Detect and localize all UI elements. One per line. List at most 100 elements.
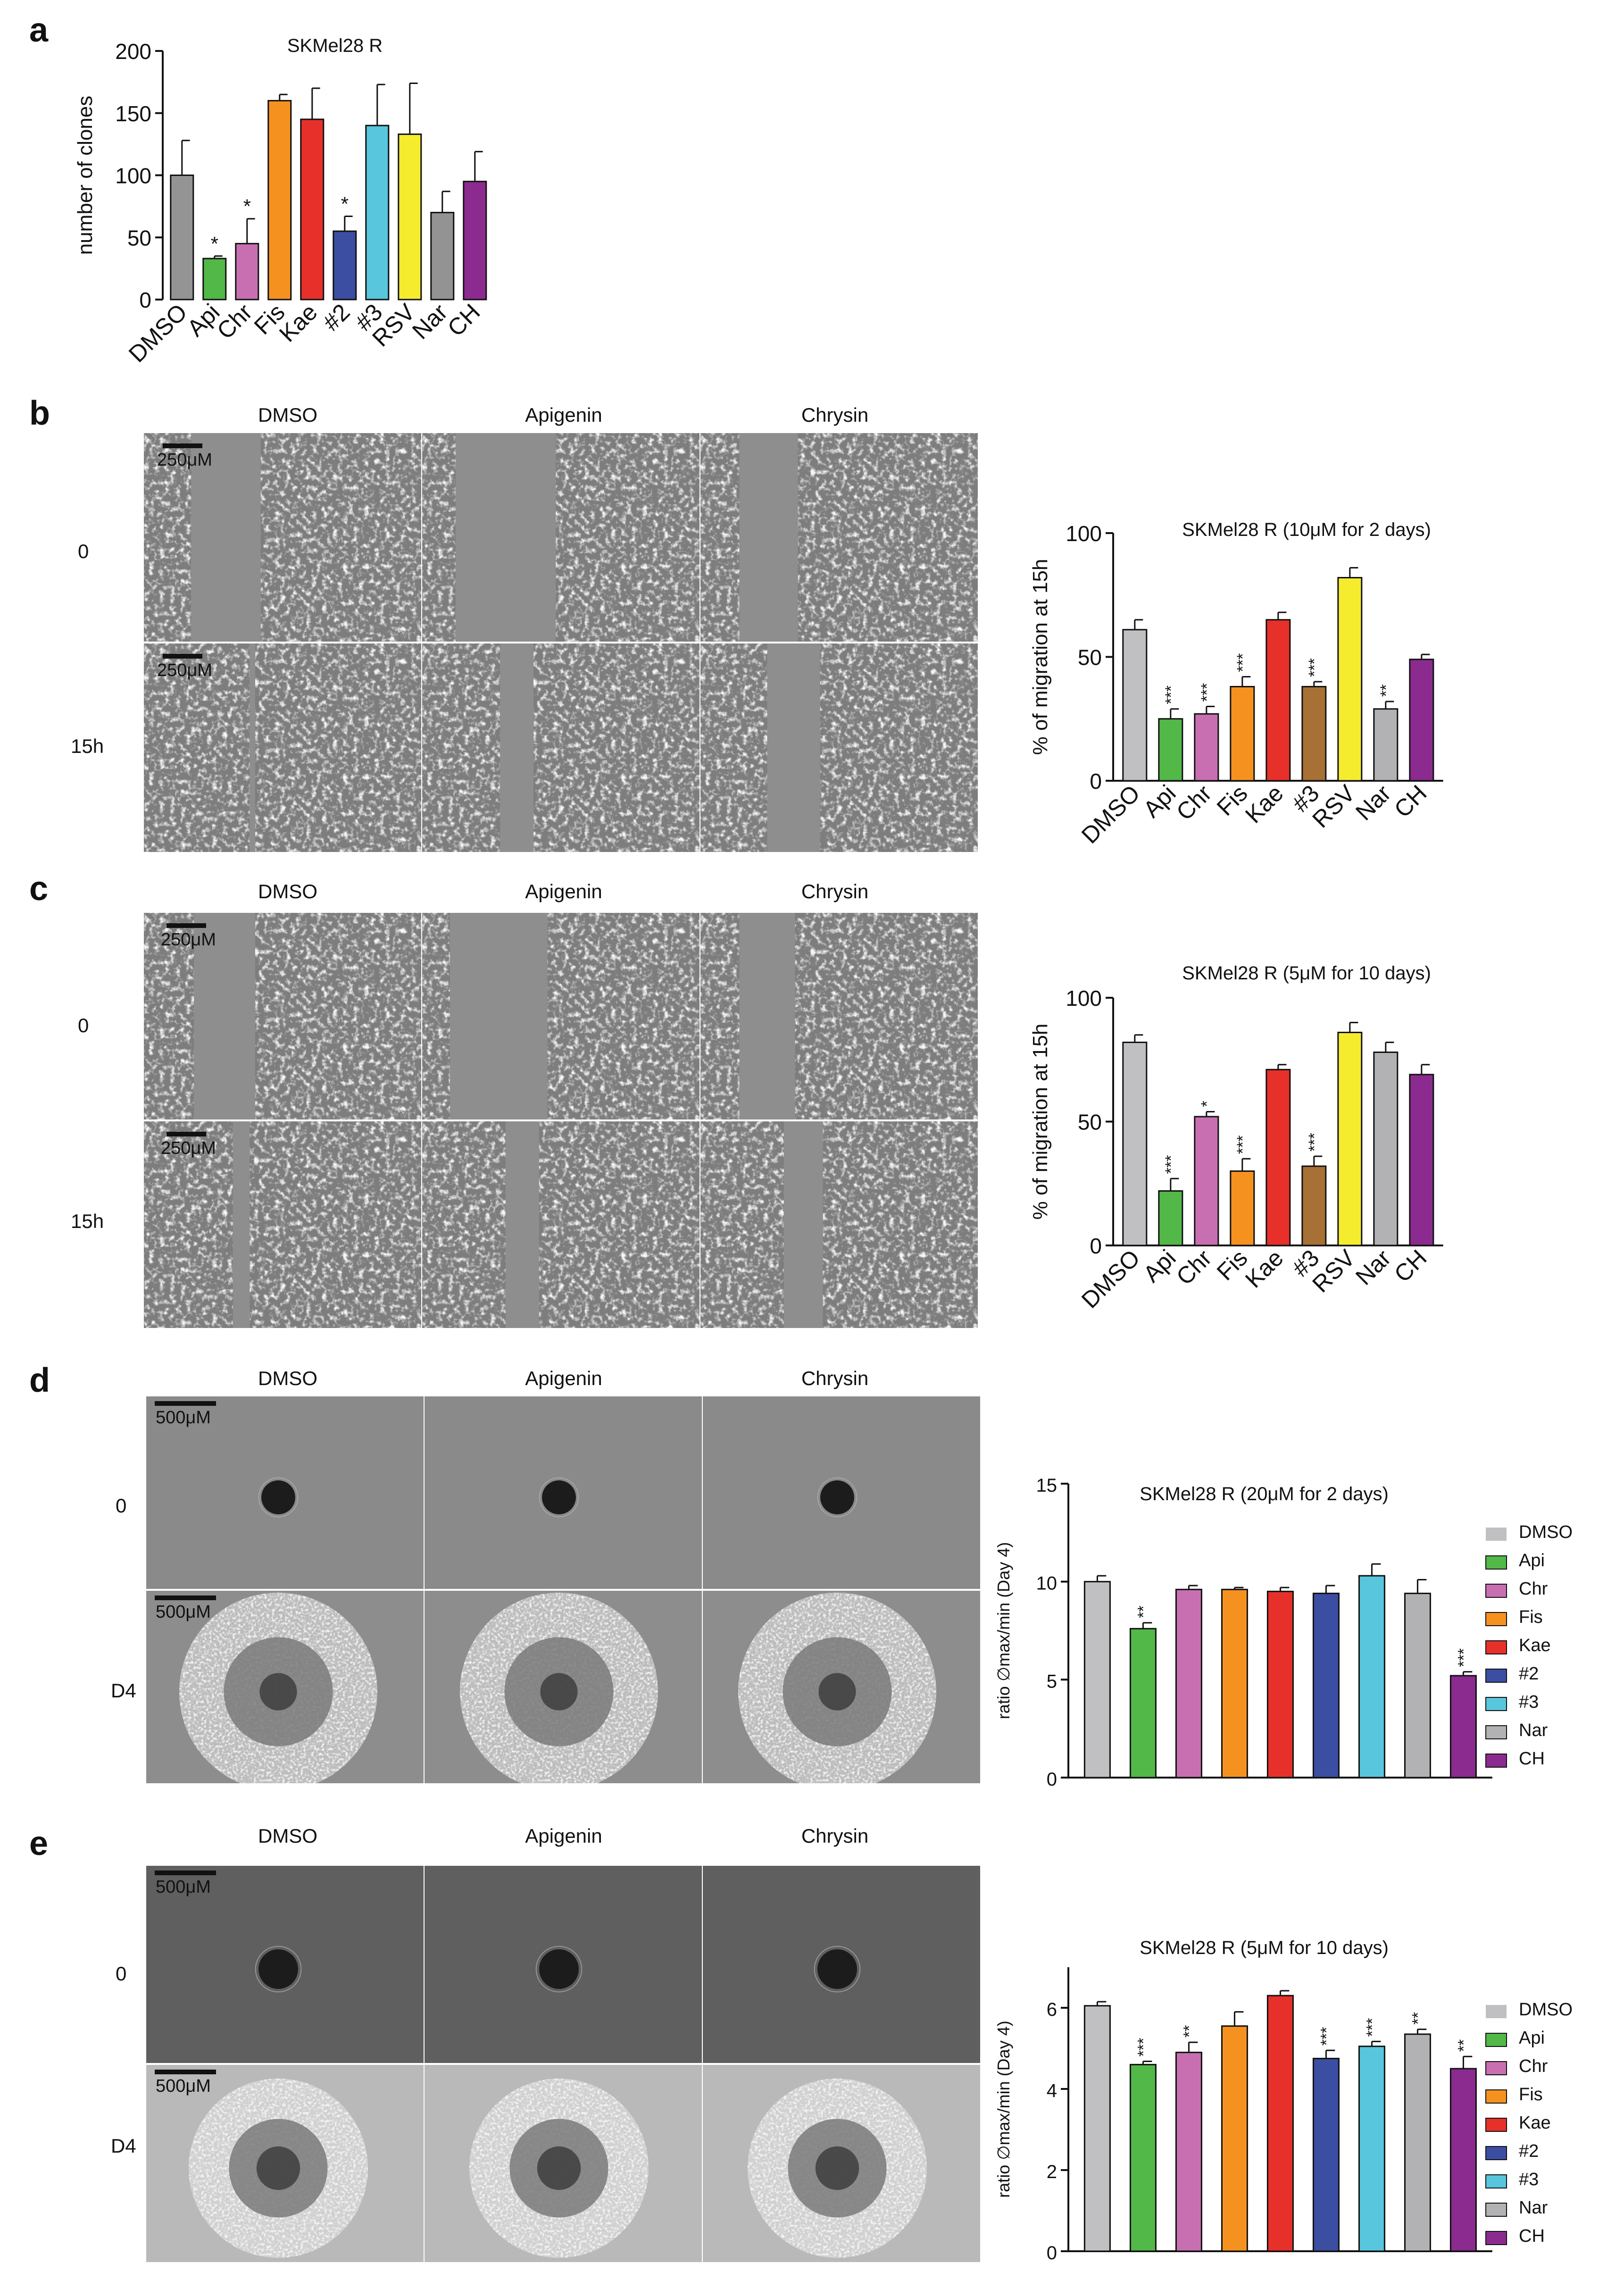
bar-DMSO — [170, 175, 194, 301]
legend-label: #2 — [1519, 2141, 1539, 2161]
bar-Fis — [1221, 1588, 1248, 1779]
cell-texture-right — [539, 1121, 700, 1328]
bar-#2 — [333, 230, 357, 301]
migration-micrograph-grid-c: 250μM 250μM — [144, 913, 979, 1328]
bar-#3 — [365, 125, 390, 301]
legend-swatch-CH — [1485, 2231, 1507, 2245]
significance-label: * — [1198, 1101, 1216, 1107]
y-tick-label: 0 — [1047, 2243, 1057, 2263]
legend-swatch-DMSO — [1486, 1528, 1507, 1541]
chart-a-clones: SKMel28 R 0 50 100 150 200 number of clones DMS… — [74, 35, 487, 367]
cell-texture-right — [260, 433, 421, 642]
spheroid-core — [261, 1480, 295, 1514]
cell-texture-right — [820, 643, 978, 852]
migration-micrograph — [144, 1121, 421, 1328]
spheroid-micrograph — [425, 2065, 702, 2262]
cell-texture-right — [795, 913, 978, 1119]
significance-label: *** — [1162, 685, 1180, 704]
y-tick-label: 200 — [115, 39, 151, 64]
significance-label: ** — [1409, 2012, 1427, 2024]
scale-bar-label: 250μM — [161, 1138, 216, 1158]
col-label-apigenin-c: Apigenin — [525, 880, 602, 902]
bar-Kae — [1266, 619, 1291, 782]
spheroid-micrograph — [146, 1396, 424, 1589]
chart-e-spheroid: SKMel28 R (5μM for 10 days) 0 2 4 6 ratio ∅ma… — [994, 1938, 1573, 2263]
spheroid-core — [542, 1480, 576, 1514]
legend-swatch-Api — [1485, 2033, 1507, 2047]
cell-texture-right — [255, 643, 421, 852]
scale-bar-label: 500μM — [156, 2076, 211, 2096]
bar-CH — [463, 181, 487, 301]
bar-Fis — [1230, 686, 1255, 782]
bar-DMSO — [1083, 1581, 1111, 1779]
x-tick-label: Nar — [1350, 780, 1396, 826]
x-tick-label: Api — [1138, 780, 1181, 823]
legend-label: Nar — [1519, 1720, 1548, 1740]
cell-texture-left — [700, 913, 740, 1119]
legend-swatch-Nar — [1485, 1725, 1507, 1739]
col-label-apigenin-b: Apigenin — [525, 404, 602, 426]
x-tick-label: Kae — [1240, 1244, 1289, 1293]
y-tick-label: 50 — [1078, 645, 1102, 670]
scale-bar — [155, 1871, 216, 1875]
bar-Api — [1158, 1190, 1183, 1246]
legend-label: Chr — [1519, 2056, 1548, 2076]
row-label-0-c: 0 — [78, 1014, 89, 1036]
bar-Nar — [430, 212, 455, 301]
legend-label: Api — [1519, 2028, 1545, 2048]
x-tick-label: Kae — [274, 299, 323, 347]
y-tick-label: 6 — [1047, 1999, 1057, 2020]
col-label-dmso-d: DMSO — [258, 1367, 317, 1389]
chart-title: SKMel28 R — [287, 35, 383, 56]
x-tick-label: CH — [1389, 1244, 1432, 1287]
spheroid-micrograph — [146, 1866, 424, 2063]
bar-Nar — [1404, 1593, 1431, 1779]
y-tick-label: 0 — [1047, 1769, 1057, 1790]
y-tick-label: 0 — [139, 288, 151, 312]
spheroid-core — [258, 1949, 298, 1989]
bar-RSV — [398, 134, 422, 301]
cell-texture-left — [422, 643, 500, 852]
legend-label: DMSO — [1519, 2000, 1573, 2020]
significance-label: ** — [1377, 685, 1395, 697]
cell-texture-left — [700, 643, 767, 852]
bar-Fis — [267, 100, 292, 301]
significance-label: *** — [1306, 658, 1324, 677]
cell-texture-right — [556, 433, 700, 642]
cell-texture-left — [422, 433, 456, 642]
legend-swatch-Api — [1485, 1555, 1507, 1570]
migration-micrograph — [422, 913, 700, 1119]
col-label-chrysin-e: Chrysin — [801, 1825, 869, 1847]
y-tick-label: 2 — [1047, 2162, 1057, 2182]
x-tick-label: Chr — [1171, 780, 1217, 826]
panel-label-e: e — [29, 1825, 49, 1862]
col-label-apigenin-e: Apigenin — [525, 1825, 602, 1847]
x-tick-label: Kae — [1240, 780, 1289, 828]
spheroid-core — [817, 1949, 857, 1989]
panel-label-d: d — [29, 1361, 50, 1399]
scale-bar-label: 500μM — [156, 1408, 211, 1428]
bar-Chr — [1175, 1588, 1202, 1779]
x-tick-label: Nar — [1350, 1244, 1396, 1290]
cell-texture-right — [533, 643, 700, 852]
row-label-d4-d: D4 — [111, 1679, 136, 1702]
spheroid-micrograph — [146, 2065, 424, 2262]
chart-b-migration: SKMel28 R (10μM for 2 days) 0 50 100 % of mi… — [1029, 519, 1443, 849]
significance-label: *** — [1234, 653, 1252, 672]
panel-label-a: a — [29, 11, 49, 49]
legend-swatch-#3 — [1485, 2174, 1507, 2188]
significance-label: ** — [1455, 2039, 1473, 2052]
significance-label: *** — [1363, 2018, 1381, 2037]
x-tick-label: CH — [442, 299, 485, 342]
y-tick-label: 100 — [1066, 986, 1102, 1011]
x-tick-label: DMSO — [1076, 780, 1145, 849]
spheroid-core — [259, 1673, 297, 1711]
chart-c-migration: SKMel28 R (5μM for 10 days) 0 50 100 % of mi… — [1029, 963, 1443, 1313]
col-label-chrysin-c: Chrysin — [801, 880, 869, 902]
bar-Api — [1129, 2063, 1157, 2252]
x-tick-label: DMSO — [124, 299, 192, 367]
significance-label: ** — [1180, 2025, 1198, 2038]
legend-swatch-#3 — [1485, 1697, 1507, 1711]
y-tick-label: 5 — [1047, 1671, 1057, 1692]
bar-#3 — [1301, 1165, 1327, 1246]
